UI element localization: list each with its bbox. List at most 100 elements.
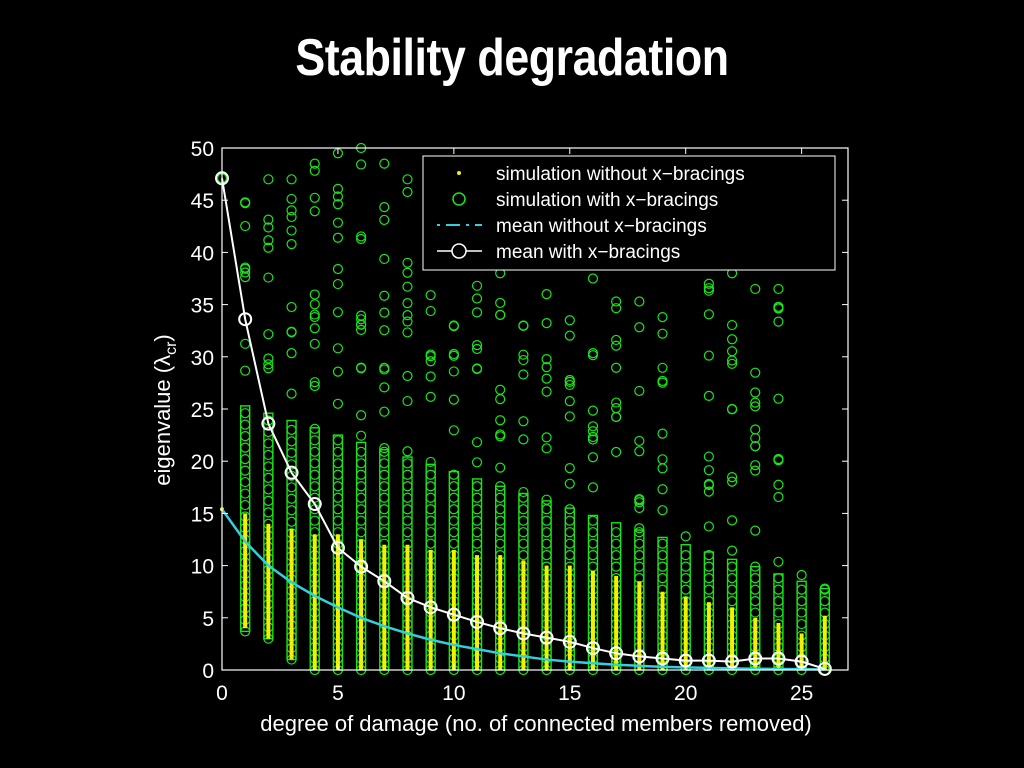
sim-with-point	[587, 426, 599, 437]
sim-without-band	[822, 615, 827, 670]
sim-with-point	[495, 462, 506, 473]
sim-with-point	[332, 492, 344, 503]
sim-with-point	[379, 458, 390, 469]
sim-with-point	[448, 366, 459, 377]
sim-with-point	[657, 484, 668, 495]
sim-with-point	[703, 278, 714, 289]
mean-with-point	[585, 641, 600, 656]
sim-with-point	[564, 379, 575, 391]
sim-with-point	[587, 273, 599, 284]
sim-with-point	[495, 309, 506, 320]
sim-with-point	[703, 561, 714, 572]
mean-with-point	[307, 497, 322, 512]
sim-with-point	[448, 469, 459, 480]
sim-with-point	[587, 561, 599, 572]
sim-with-point	[379, 307, 390, 318]
sim-with-point	[726, 584, 738, 595]
y-tick-label: 0	[202, 660, 214, 683]
sim-with-point	[703, 573, 714, 584]
mean-with-point	[655, 651, 670, 666]
sim-with-point	[471, 363, 483, 374]
sim-with-point	[564, 411, 575, 422]
sim-with-point	[356, 458, 367, 469]
sim-with-point	[541, 318, 552, 329]
sim-with-point	[518, 486, 529, 498]
sim-with-point	[750, 401, 761, 412]
sim-with-point	[611, 303, 622, 314]
sim-with-point	[240, 454, 251, 465]
sim-with-point	[634, 296, 645, 307]
sim-with-point	[587, 431, 599, 443]
sim-with-point	[286, 239, 297, 250]
mean-with-point	[771, 651, 786, 666]
sim-with-point	[309, 299, 320, 310]
sim-with-point	[379, 364, 390, 375]
sim-with-point	[587, 405, 599, 416]
sim-with-point	[309, 469, 320, 480]
sim-with-point	[356, 324, 367, 335]
y-axis-label-subscript: cr	[163, 341, 180, 355]
sim-with-point	[726, 319, 738, 331]
sim-without-band	[706, 602, 711, 670]
sim-with-point	[657, 454, 668, 465]
sim-with-point	[564, 374, 575, 386]
legend-label-sim-without: simulation without x−bracings	[496, 164, 745, 185]
sim-with-point	[379, 406, 390, 417]
legend-marker-mean-with	[451, 243, 467, 259]
sim-with-point	[541, 354, 552, 365]
sim-with-point	[402, 257, 413, 268]
sim-with-point	[611, 397, 622, 408]
sim-with-point	[425, 456, 436, 468]
sim-with-point	[726, 472, 738, 483]
sim-with-point	[471, 307, 483, 318]
legend-marker-sim-without	[457, 171, 461, 175]
sim-with-point	[309, 289, 320, 300]
sim-with-point	[240, 499, 251, 511]
sim-with-point	[309, 311, 320, 323]
sim-with-point	[634, 538, 645, 549]
sim-with-point	[796, 569, 807, 581]
sim-with-point	[518, 354, 529, 366]
x-tick-label: 25	[790, 682, 813, 705]
sim-with-point	[356, 233, 367, 245]
sim-with-point	[518, 434, 529, 445]
sim-with-point	[240, 431, 251, 442]
sim-with-point	[356, 446, 367, 457]
sim-with-point	[332, 183, 344, 194]
sim-with-point	[448, 492, 459, 503]
y-tick-label: 30	[191, 347, 214, 370]
sim-with-point	[309, 377, 320, 388]
sim-with-point	[332, 481, 344, 492]
sim-with-point	[448, 394, 459, 405]
sim-with-point	[471, 457, 483, 468]
sim-with-point	[750, 367, 761, 378]
sim-with-point	[309, 435, 320, 446]
sim-with-point	[541, 289, 552, 300]
sim-with-point	[240, 197, 251, 208]
sim-with-point	[518, 492, 529, 503]
sim-with-point	[611, 538, 622, 549]
sim-with-point	[263, 353, 274, 364]
sim-with-point	[587, 452, 599, 463]
sim-with-point	[495, 297, 506, 309]
sim-with-point	[634, 385, 645, 397]
sim-with-point	[819, 595, 830, 607]
sim-with-point	[332, 469, 344, 480]
sim-with-point	[356, 492, 367, 503]
sim-with-point	[379, 253, 390, 265]
sim-with-point	[750, 561, 761, 572]
sim-with-point	[309, 165, 320, 176]
x-tick-label: 15	[558, 682, 581, 705]
sim-with-point	[379, 325, 390, 336]
y-tick-label: 10	[191, 556, 214, 579]
sim-with-point	[356, 469, 367, 480]
sim-with-point	[703, 584, 714, 595]
sim-with-point	[634, 446, 645, 457]
sim-with-point	[773, 393, 784, 404]
mean-with-point	[423, 600, 438, 615]
sim-without-band	[521, 560, 526, 670]
legend-label-mean-without: mean without x−bracings	[496, 216, 707, 237]
sim-with-point	[448, 481, 459, 492]
sim-with-point	[356, 314, 367, 325]
sim-with-point	[263, 449, 274, 461]
